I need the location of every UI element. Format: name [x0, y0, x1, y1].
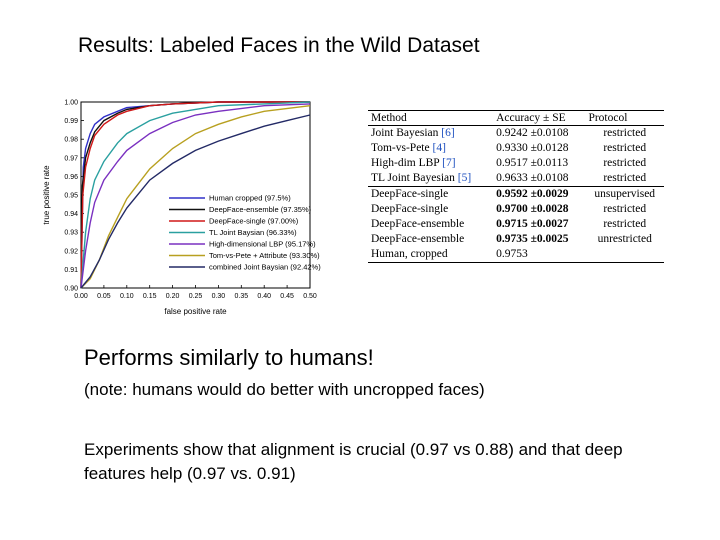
cell-accuracy: 0.9517 ±0.0113 — [496, 157, 569, 169]
cell-method: Tom-vs-Pete [4] — [371, 142, 446, 154]
cell-method: Human, cropped — [368, 247, 494, 263]
cell-accuracy: 0.9330 ±0.0128 — [496, 142, 569, 154]
cell-accuracy: 0.9700 ±0.0028 — [496, 203, 569, 215]
x-tick-label: 0.40 — [257, 293, 271, 300]
legend-label: High-dimensional LBP (95.17%) — [209, 240, 316, 249]
roc-curve — [80, 114, 311, 289]
cell-method: DeepFace-ensemble — [371, 218, 465, 230]
x-tick-label: 0.15 — [143, 293, 157, 300]
y-tick-label: 0.95 — [64, 193, 78, 200]
y-axis-label: true positive rate — [42, 165, 51, 225]
y-tick-label: 1.00 — [64, 100, 78, 107]
results-table: Method Accuracy ± SE Protocol Joint Baye… — [368, 110, 664, 263]
legend-label: combined Joint Baysian (92.42%) — [209, 263, 321, 272]
table-row: Tom-vs-Pete [4] 0.9330 ±0.0128 restricted — [368, 141, 664, 156]
cell-protocol — [585, 247, 664, 263]
cell-method: DeepFace-single — [371, 203, 449, 215]
headline-text: Performs similarly to humans! — [84, 345, 374, 370]
x-axis-label: false positive rate — [164, 307, 227, 316]
table-row: DeepFace-single 0.9592 ±0.0029 unsupervise… — [368, 186, 664, 202]
table-row: Human, cropped 0.9753 — [368, 247, 664, 263]
cell-protocol: restricted — [603, 142, 647, 154]
y-tick-label: 0.91 — [64, 267, 78, 274]
note-text: (note: humans would do better with uncro… — [84, 380, 485, 399]
y-tick-label: 0.96 — [64, 174, 78, 181]
cell-protocol: restricted — [603, 203, 647, 215]
roc-chart: 0.00 0.05 0.10 0.15 0.20 0.25 0.30 0.35 0.40 0.45… — [40, 92, 325, 322]
x-tick-label: 0.35 — [234, 293, 248, 300]
x-tick-label: 0.30 — [212, 293, 226, 300]
cell-method: Joint Bayesian [6] — [371, 127, 455, 139]
y-tick-label: 0.92 — [64, 248, 78, 255]
cell-accuracy: 0.9735 ±0.0025 — [496, 233, 569, 245]
y-tick-label: 0.94 — [64, 211, 78, 218]
roc-curve — [80, 101, 311, 289]
cell-protocol: restricted — [603, 218, 647, 230]
roc-curve — [80, 101, 310, 289]
roc-curve — [80, 103, 311, 289]
citation-ref: [4] — [432, 142, 446, 154]
x-tick-label: 0.10 — [120, 293, 134, 300]
cell-protocol: unsupervised — [585, 186, 664, 202]
x-tick-label: 0.05 — [97, 293, 111, 300]
citation-ref: [6] — [441, 127, 455, 139]
x-tick-label: 0.00 — [74, 293, 88, 300]
cell-accuracy: 0.9633 ±0.0108 — [496, 172, 569, 184]
slide-title: Results: Labeled Faces in the Wild Datas… — [78, 34, 480, 57]
x-tick-label: 0.50 — [303, 293, 317, 300]
y-tick-label: 0.97 — [64, 155, 78, 162]
results-table-container: Method Accuracy ± SE Protocol Joint Baye… — [368, 110, 664, 263]
x-tick-label: 0.25 — [189, 293, 203, 300]
citation-ref: [7] — [442, 157, 456, 169]
cell-accuracy: 0.9242 ±0.0108 — [496, 127, 569, 139]
column-header-method: Method — [368, 110, 494, 126]
cell-accuracy: 0.9592 ±0.0029 — [493, 186, 586, 202]
legend-label: Human cropped (97.5%) — [209, 194, 291, 203]
cell-method: DeepFace-ensemble — [371, 233, 465, 245]
legend-label: DeepFace-ensemble (97.35%) — [209, 205, 312, 214]
table-row: Joint Bayesian [6] 0.9242 ±0.0108 restrict… — [368, 126, 664, 142]
cell-protocol: unrestricted — [597, 233, 652, 245]
results-table-header: Method Accuracy ± SE Protocol — [368, 110, 664, 126]
column-header-protocol: Protocol — [585, 110, 664, 126]
cell-protocol: restricted — [603, 127, 647, 139]
legend-label: TL Joint Baysian (96.33%) — [209, 228, 297, 237]
column-header-accuracy: Accuracy ± SE — [493, 110, 586, 126]
table-row: TL Joint Bayesian [5] 0.9633 ±0.0108 restr… — [368, 171, 664, 187]
legend-label: DeepFace-single (97.00%) — [209, 217, 299, 226]
x-tick-label: 0.20 — [166, 293, 180, 300]
cell-accuracy: 0.9753 — [493, 247, 586, 263]
cell-protocol: restricted — [603, 157, 647, 169]
citation-ref: [5] — [457, 172, 472, 184]
x-tick-label: 0.45 — [280, 293, 294, 300]
table-row: DeepFace-single 0.9700 ±0.0028 restricted — [368, 202, 664, 217]
table-row: High-dim LBP [7] 0.9517 ±0.0113 restricted — [368, 156, 664, 171]
cell-method: DeepFace-single — [368, 186, 494, 202]
y-tick-label: 0.98 — [64, 137, 78, 144]
legend-label: Tom-vs-Pete + Attribute (93.30%) — [209, 251, 320, 260]
table-row: DeepFace-ensemble 0.9715 ±0.0027 restricte… — [368, 217, 664, 232]
roc-chart-svg: 0.00 0.05 0.10 0.15 0.20 0.25 0.30 0.35 0.40 0.45… — [42, 100, 321, 317]
cell-protocol: restricted — [603, 172, 647, 184]
table-row: DeepFace-ensemble 0.9735 ±0.0025 unrestric… — [368, 232, 664, 247]
cell-method: TL Joint Bayesian [5] — [371, 172, 472, 184]
cell-accuracy: 0.9715 ±0.0027 — [496, 218, 569, 230]
y-tick-label: 0.93 — [64, 230, 78, 237]
y-tick-label: 0.90 — [64, 286, 78, 293]
y-tick-label: 0.99 — [64, 118, 78, 125]
finding-text: Experiments show that alignment is cruci… — [84, 440, 623, 483]
results-table-body: Joint Bayesian [6] 0.9242 ±0.0108 restrict… — [368, 126, 664, 263]
cell-method: High-dim LBP [7] — [371, 157, 456, 169]
